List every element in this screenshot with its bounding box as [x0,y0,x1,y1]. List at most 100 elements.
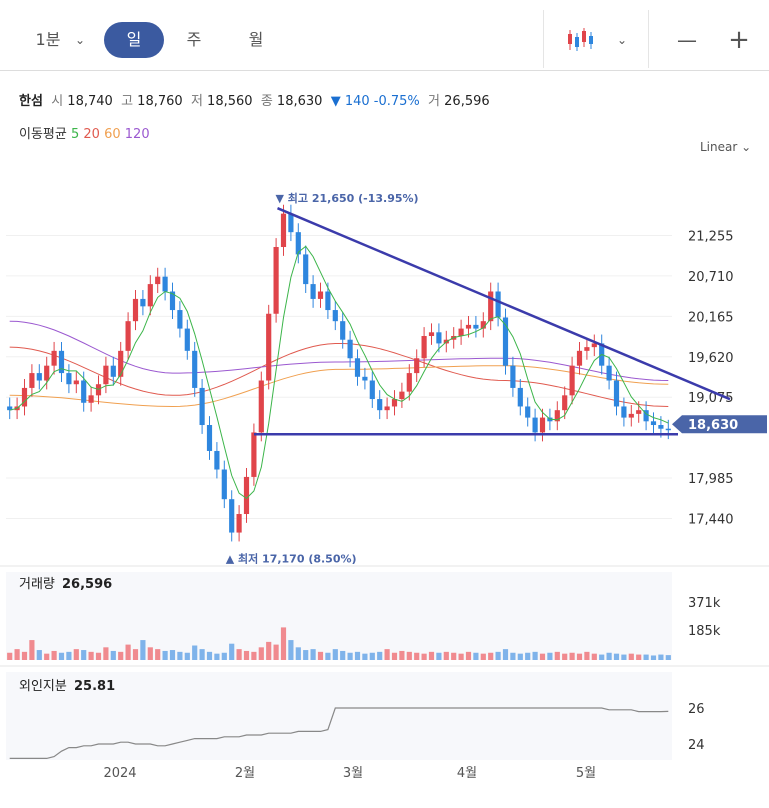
volume-bar [81,650,87,660]
volume-bar [21,651,28,660]
candle-body [465,324,472,329]
volume-value: 26,596 [62,577,112,592]
candle-body [184,328,190,351]
volume-bar [118,651,124,660]
candle-body [495,291,501,318]
candle-body [554,410,560,422]
candle-body [214,450,220,470]
volume-bar [473,652,479,660]
descending-trendline [277,207,731,401]
volume-bar [362,653,368,660]
candle-body [103,365,109,385]
volume-bar [58,652,65,660]
volume-bar [44,653,50,660]
volume-bar [414,652,420,660]
candle-body [66,373,72,385]
volume-bar [221,652,227,660]
candle-body [650,421,657,426]
low-annotation: ▲ 최저 17,170 (8.50%) [226,551,357,565]
x-tick-label: 2월 [235,766,255,781]
scale-select[interactable]: Linear ⌄ [700,140,751,154]
price-tick-label: 17,985 [688,472,734,487]
zoom-in-button[interactable]: + [728,25,750,55]
interval-minute-select[interactable]: 1분 [28,22,68,58]
candle-body [354,358,361,377]
close-label: 종 [260,94,273,109]
candle-body [273,247,279,314]
candle-body [591,343,597,348]
high-label: 고 [121,94,134,109]
volume-bar [591,653,597,660]
volume-bar [214,653,220,660]
chevron-down-icon[interactable]: ⌄ [74,33,86,47]
volume-bar [66,651,72,660]
candlestick-chart-icon[interactable] [560,22,600,58]
volume-bar [443,651,449,660]
candle-body [21,387,28,407]
volume-bar [51,650,57,660]
candle-body [310,284,316,299]
volume-bar [613,653,620,660]
volume-bar [73,649,79,660]
candle-body [243,476,250,515]
high-annotation: ▼ 최고 21,650 (-13.95%) [276,191,419,205]
volume-bar [665,655,671,660]
ma-5: 5 [70,127,80,142]
change-value: ▼ 140 [330,94,370,109]
zoom-out-button[interactable]: — [677,28,697,52]
volume-bar [406,651,412,660]
volume-bar [295,647,301,660]
volume-bar [229,643,235,660]
volume-bar [132,649,139,660]
tab-week[interactable]: 주 [186,30,202,49]
ma-20: 20 [83,127,100,142]
volume-bar [539,653,546,660]
volume-bar [14,649,20,660]
candle-body [155,276,161,285]
candle-body [303,254,309,285]
volume-bar [273,644,279,660]
foreign-title: 외인지분 [19,679,67,694]
volume-bar [399,650,405,660]
candle-body [517,387,523,407]
change-pct: -0.75% [373,94,420,109]
ma-120: 120 [124,127,150,142]
volume-bar [554,651,560,660]
volume-bar [576,653,583,660]
volume-bar [206,651,213,660]
tab-day[interactable]: 일 [104,22,164,58]
volume-bar [303,650,309,660]
candle-body [332,310,338,322]
volume-bar [421,653,427,660]
ma-label: 이동평균 [19,127,67,142]
candle-body [473,324,479,329]
candle-body [569,365,575,396]
volume-bar [606,652,612,660]
current-price-tag [672,415,767,434]
volume-bar [88,651,94,660]
chart-type-chevron-down-icon[interactable]: ⌄ [616,33,628,47]
volume-bar [391,652,398,660]
candle-body [562,395,568,411]
candle-body [81,380,87,403]
foreign-value: 25.81 [74,679,115,694]
volume-bar [125,644,131,660]
volume-bar [369,652,375,660]
volume-bar [458,653,464,660]
volume-value: 26,596 [444,94,490,109]
volume-bar [29,640,35,660]
candle-body [502,317,509,366]
candle-body [317,291,324,299]
candle-body [377,399,383,411]
candle-body [258,380,264,433]
volume-panel-bg [6,572,672,660]
candle-body [125,321,131,351]
volume-bar [251,651,257,660]
candle-body [414,358,420,374]
x-tick-label: 5월 [576,766,596,781]
candle-body [643,410,649,422]
x-tick-label: 3월 [343,766,363,781]
volume-bar [502,649,509,660]
tab-month[interactable]: 월 [248,30,264,49]
